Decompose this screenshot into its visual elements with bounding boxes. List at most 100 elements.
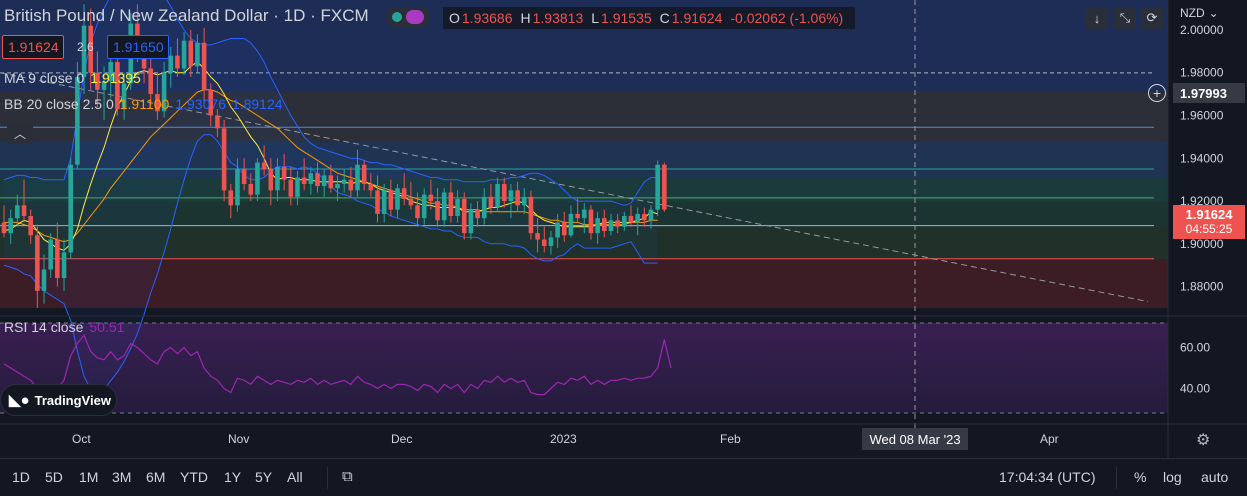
timeframe-all[interactable]: All xyxy=(287,469,303,485)
candle xyxy=(488,183,494,214)
timeframe-3m[interactable]: 3M xyxy=(112,469,132,485)
candle xyxy=(28,209,33,244)
timeframe-1d[interactable]: 1D xyxy=(12,469,30,485)
sell-button[interactable]: 1.91624 xyxy=(2,35,64,59)
candle xyxy=(581,203,587,234)
price-tick-label: 2.00000 xyxy=(1180,23,1224,37)
ohlc-readout: O 1.93686 H 1.93813 L 1.91535 C 1.91624 -0.0… xyxy=(443,7,856,29)
candle xyxy=(248,173,254,202)
candle-body xyxy=(315,173,320,187)
candle xyxy=(481,188,487,225)
candle xyxy=(181,32,187,75)
candle xyxy=(461,192,467,240)
candle xyxy=(255,158,260,202)
candle xyxy=(615,213,620,234)
utc-clock[interactable]: 17:04:34 (UTC) xyxy=(999,469,1096,485)
candle xyxy=(1,205,7,238)
bb-upper-line xyxy=(3,0,658,206)
rsi-zone xyxy=(0,323,1168,413)
candle xyxy=(75,62,80,169)
candle xyxy=(8,209,13,244)
chevron-down-icon: ⌄ xyxy=(1208,6,1219,20)
candle xyxy=(622,211,627,231)
snapshot-button[interactable]: ⟳ xyxy=(1141,7,1163,29)
candle-body xyxy=(215,115,220,129)
plus-icon: + xyxy=(1152,85,1162,101)
add-alert-button[interactable]: + xyxy=(1148,84,1166,102)
candle-body xyxy=(101,81,107,90)
candle-body xyxy=(195,42,200,67)
candle-body xyxy=(335,183,340,189)
collapse-legend-button[interactable]: ︿ xyxy=(7,122,33,144)
candle xyxy=(501,177,507,208)
tradingview-icon: ◣● xyxy=(9,392,30,409)
timeframe-5y[interactable]: 5Y xyxy=(255,469,273,485)
fullscreen-button[interactable]: ⤡ xyxy=(1114,7,1136,29)
candle xyxy=(121,72,127,120)
candle-body xyxy=(115,62,120,110)
candle xyxy=(35,224,40,308)
candle-body xyxy=(622,216,627,227)
candle-body xyxy=(401,188,407,199)
trendline xyxy=(0,72,1149,303)
currency-label: NZD xyxy=(1180,6,1205,20)
timeframe-6m[interactable]: 6M xyxy=(146,469,166,485)
download-button[interactable]: ↓ xyxy=(1086,7,1108,29)
candle xyxy=(15,194,20,227)
candle xyxy=(388,179,394,217)
candle-body xyxy=(275,166,280,191)
candle-body xyxy=(235,168,240,206)
candle xyxy=(308,166,314,195)
candle-body xyxy=(508,190,514,202)
candle xyxy=(208,83,214,127)
candle-body xyxy=(161,72,167,112)
tradingview-logo[interactable]: ◣● TradingView xyxy=(0,384,117,416)
rsi-line xyxy=(3,334,672,396)
time-tick-label: 2023 xyxy=(550,432,577,446)
candle xyxy=(475,201,480,227)
bb-upper-value: 1.93076 xyxy=(175,96,226,112)
timeframe-ytd[interactable]: YTD xyxy=(180,469,208,485)
price-tick-label: 1.92000 xyxy=(1180,194,1224,208)
candle-body xyxy=(88,25,94,73)
candle xyxy=(508,183,514,219)
candle-body xyxy=(361,164,367,184)
candle-body xyxy=(61,252,67,279)
date-range-icon[interactable]: ⧉ xyxy=(342,468,353,485)
timeframe-1y[interactable]: 1Y xyxy=(224,469,242,485)
candle-body xyxy=(248,183,254,195)
rsi-legend[interactable]: RSI 14 close 50.51 xyxy=(4,319,124,335)
bb-legend[interactable]: BB 20 close 2.5 0 1.91100 1.93076 1.8912… xyxy=(4,96,283,112)
candle xyxy=(48,233,53,279)
candle xyxy=(568,205,574,238)
symbol-title[interactable]: British Pound / New Zealand Dollar · 1D … xyxy=(4,6,369,25)
candle-body xyxy=(341,179,347,184)
time-tick-label: Dec xyxy=(391,432,412,446)
candle xyxy=(535,218,540,253)
timeframe-5d[interactable]: 5D xyxy=(45,469,63,485)
percent-scale-toggle[interactable]: % xyxy=(1134,469,1147,485)
candle-body xyxy=(41,269,47,291)
settings-gear-icon[interactable]: ⚙ xyxy=(1196,432,1211,449)
candle-body xyxy=(281,166,287,180)
candle xyxy=(275,158,280,202)
candle xyxy=(361,160,367,191)
candle-body xyxy=(28,216,33,236)
timeframe-1m[interactable]: 1M xyxy=(79,469,99,485)
candle-body xyxy=(428,194,434,202)
candle xyxy=(41,254,47,304)
currency-selector[interactable]: NZD ⌄ xyxy=(1180,6,1219,20)
buy-button[interactable]: 1.91650 xyxy=(107,35,169,59)
auto-scale-toggle[interactable]: auto xyxy=(1201,469,1229,485)
candle-body xyxy=(588,209,594,234)
candle xyxy=(435,188,440,227)
candle xyxy=(401,173,407,206)
ma-legend[interactable]: MA 9 close 0 1.91395 xyxy=(4,70,141,86)
log-scale-toggle[interactable]: log xyxy=(1163,469,1182,485)
candle-body xyxy=(421,194,427,219)
market-status-toggle[interactable] xyxy=(386,7,430,27)
candle xyxy=(95,51,100,107)
toolbar-divider xyxy=(327,467,328,489)
candle xyxy=(268,158,274,206)
